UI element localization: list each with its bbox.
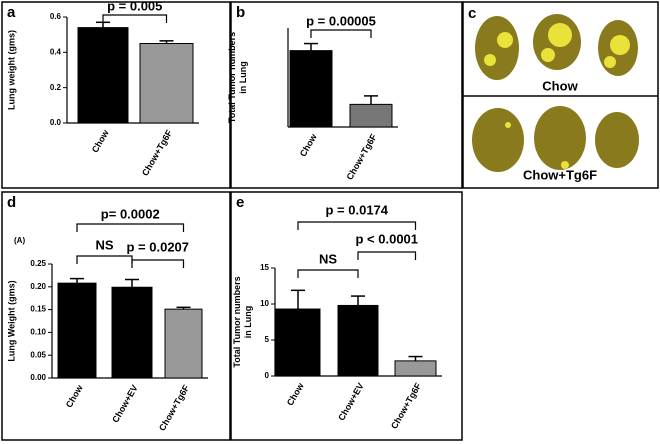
chart-panel: a Lung weight (gms) 0.0 0.2 0.4 0.6 Chow Chow+T… [1, 0, 231, 189]
y-tick-label: 5 [265, 335, 270, 344]
y-tick-label: 0.6 [50, 12, 62, 21]
panel-frame [230, 1, 463, 189]
y-tick-label: 0.15 [30, 305, 46, 314]
chart-panel: d (A) Lung Weight (gms) 0.00 0.05 0.10 0.15 0.2… [1, 191, 231, 441]
y-tick-label: 0.05 [30, 350, 46, 359]
x-tick-label: Chow [64, 382, 85, 409]
panel-label: d [7, 194, 16, 211]
y-tick-label: 0.10 [30, 328, 46, 337]
photo-panel: c Chow Chow+Tg6F [462, 1, 659, 189]
bracket [357, 251, 417, 260]
y-tick-label: 10 [260, 299, 269, 308]
group-label: Chow+Tg6F [523, 167, 597, 182]
bracket [297, 269, 359, 278]
y-tick-label: 0.20 [30, 282, 46, 291]
bracket [297, 221, 417, 230]
bar [57, 282, 97, 379]
panel-frame [1, 1, 231, 189]
bar [289, 50, 333, 128]
bar [337, 304, 379, 377]
bar [275, 308, 321, 377]
bar [349, 103, 393, 128]
bracket [131, 259, 185, 268]
x-tick-label: Chow [298, 131, 319, 158]
y-tick-label: 0.25 [30, 259, 46, 268]
x-tick-label: Chow+EV [110, 383, 140, 424]
panel-frame [462, 1, 659, 189]
x-tick-label: Chow [285, 380, 306, 407]
tumor-spots [484, 23, 630, 169]
x-tick-label: Chow [90, 127, 111, 154]
annotation: p = 0.0207 [126, 239, 189, 254]
y-tick-label: 15 [260, 263, 269, 272]
bracket [102, 14, 168, 23]
bar [164, 308, 203, 379]
x-tick-label: Chow+EV [336, 381, 366, 422]
annotation: p = 0.0174 [325, 202, 388, 217]
annotation: p < 0.0001 [355, 231, 418, 246]
x-tick-label: Chow+Tg6F [345, 132, 380, 182]
bracket [76, 223, 185, 232]
y-axis-label: in Lung [238, 61, 248, 94]
panel-frame [1, 191, 231, 441]
x-tick-label: Chow+Tg6F [389, 381, 424, 431]
y-tick-label: 0.00 [30, 373, 46, 382]
annotation: p= 0.0002 [101, 206, 160, 221]
y-tick-label: 0.4 [50, 47, 62, 56]
bracket [76, 255, 133, 264]
y-axis-label: in Lung [243, 306, 253, 339]
y-tick-label: 0.2 [50, 83, 62, 92]
annotation: NS [319, 251, 337, 266]
y-axis-label: Lung weight (gms) [6, 30, 16, 110]
group-label: Chow [542, 78, 578, 93]
panel-frame [230, 191, 463, 441]
annotation: NS [95, 237, 113, 252]
x-tick-label: Chow+Tg6F [157, 383, 192, 433]
x-tick-label: Chow+Tg6F [140, 128, 175, 178]
panel-label: c [468, 5, 476, 22]
panel-label: a [7, 4, 16, 21]
panel-label: e [236, 194, 244, 211]
panel-label: b [236, 4, 245, 21]
annotation: p = 0.00005 [306, 13, 376, 28]
bracket [310, 29, 372, 38]
bar [394, 360, 437, 377]
chart-panel: e Total Tumor numbers in Lung 0 5 10 15 Chow Cho… [230, 191, 463, 441]
y-axis-label: Total Tumor numbers [227, 32, 237, 123]
bar [77, 27, 129, 124]
y-axis-label: Lung Weight (gms) [6, 280, 16, 361]
y-tick-label: 0 [265, 371, 270, 380]
bar [111, 286, 153, 379]
annotation: p = 0.005 [107, 0, 162, 13]
chart-panel: b Total Tumor numbers in Lung Chow Chow+Tg6F… [227, 1, 463, 189]
subtitle: (A) [14, 236, 25, 245]
y-tick-label: 0.0 [50, 118, 62, 127]
bar [139, 43, 194, 124]
y-axis-label: Total Tumor numbers [232, 276, 242, 367]
